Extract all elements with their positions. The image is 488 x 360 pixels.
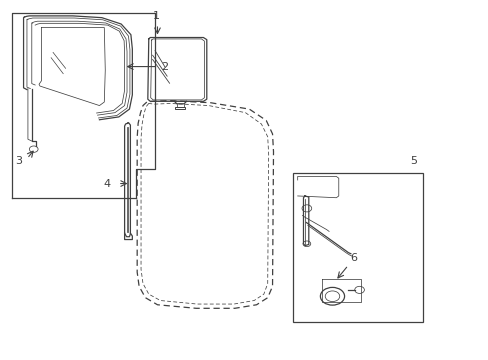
Bar	[175, 107, 184, 109]
Text: 6: 6	[349, 253, 356, 263]
Text: 2: 2	[161, 62, 168, 72]
Text: 1: 1	[153, 11, 160, 21]
Bar	[292, 173, 423, 322]
Text: 4: 4	[103, 179, 110, 189]
Text: 5: 5	[409, 156, 416, 166]
Text: 3: 3	[15, 156, 22, 166]
